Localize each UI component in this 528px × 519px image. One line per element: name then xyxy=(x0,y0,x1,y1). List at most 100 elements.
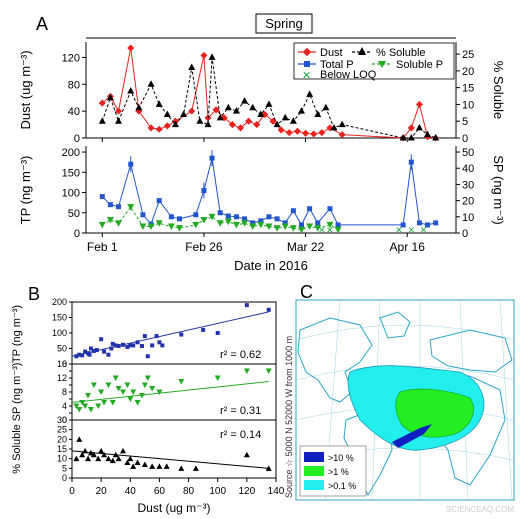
legend-loq-marker: ✕ xyxy=(302,70,311,82)
a-top-rtick-label: 0 xyxy=(462,133,468,145)
tp-point xyxy=(400,222,406,228)
b-soluble-point xyxy=(178,465,185,471)
soluble-pct-point xyxy=(330,123,338,131)
b-ytick-label: 12 xyxy=(57,373,67,383)
dust-point xyxy=(415,100,423,108)
footprint-10pct xyxy=(392,424,432,448)
sp-point xyxy=(167,223,175,231)
b-sp-point xyxy=(243,368,250,374)
soluble-pct-point xyxy=(171,120,179,128)
soluble-pct-point xyxy=(155,100,163,107)
b-ytick-label: 10 xyxy=(57,454,67,464)
dust-point xyxy=(407,124,415,132)
soluble-pct-point xyxy=(241,97,249,104)
sp-point xyxy=(200,217,208,224)
b-ytick-label: 0 xyxy=(62,415,67,425)
dust-point xyxy=(163,122,171,130)
b-ytick-label: 50 xyxy=(57,344,67,354)
tp-point xyxy=(217,210,223,216)
b-sp-point xyxy=(87,407,94,413)
dust-point xyxy=(245,117,253,125)
soluble-pct-point xyxy=(265,100,273,107)
soluble-pct-point xyxy=(297,107,305,114)
legend-dust-marker xyxy=(302,47,312,57)
b-sp-point xyxy=(134,400,141,406)
sp-point xyxy=(334,226,342,234)
b-xtick-label: 20 xyxy=(96,486,108,497)
tp-point xyxy=(266,214,272,220)
a-bot-rtick-label: 30 xyxy=(462,179,474,191)
soluble-pct-point xyxy=(314,110,322,117)
b-soluble-point xyxy=(76,436,83,442)
loq-point: ✕ xyxy=(408,225,416,235)
a-bot-rtick-label: 40 xyxy=(462,163,474,175)
tp-point xyxy=(408,159,414,165)
b-r2-3: r² = 0.14 xyxy=(220,429,261,441)
b-sp-point xyxy=(178,379,185,385)
legend-soluble-label: % Soluble xyxy=(376,47,426,59)
sp-point xyxy=(306,223,314,231)
a-xlabel: Date in 2016 xyxy=(234,258,308,273)
a-xtick-label: Feb 26 xyxy=(185,240,223,254)
b-xtick-label: 80 xyxy=(183,486,195,497)
b-ytick-label: 4 xyxy=(62,401,67,411)
legend-tp-marker xyxy=(304,61,310,67)
tp-point xyxy=(433,220,439,226)
dust-point xyxy=(127,44,135,52)
dust-point xyxy=(155,125,163,133)
b-ylabel-1: TP (ng m⁻³) xyxy=(11,305,23,363)
soluble-pct-point xyxy=(216,113,224,121)
b-tp-point xyxy=(154,334,159,339)
tp-line xyxy=(101,157,436,226)
b-tp-point xyxy=(160,343,165,348)
b-tp-point xyxy=(99,337,104,342)
footprint-1pct xyxy=(395,388,474,438)
tp-point xyxy=(315,220,321,226)
b-ytick-label: 200 xyxy=(52,297,67,307)
b-xtick-label: 120 xyxy=(239,486,256,497)
tp-point xyxy=(258,218,264,224)
b-tp-point xyxy=(215,331,220,335)
soluble-pct-point xyxy=(135,103,143,111)
a-top-ltick-label: 120 xyxy=(62,52,80,64)
a-bot-right-ticks: 0 10 20 30 40 50 xyxy=(456,147,474,240)
tp-point xyxy=(425,222,431,228)
b-ytick-label: 8 xyxy=(62,387,67,397)
europe-outline xyxy=(429,329,513,373)
b-tp-point xyxy=(106,352,111,357)
tp-point xyxy=(298,222,304,228)
b-ytick-label: 25 xyxy=(57,425,67,435)
tp-point xyxy=(168,214,174,220)
b-sp-point xyxy=(265,368,272,374)
sp-point xyxy=(176,225,184,232)
sp-point xyxy=(265,223,273,231)
a-xtick-label: Apr 16 xyxy=(390,240,426,254)
b-sp-point xyxy=(127,396,134,402)
b-soluble-point xyxy=(141,461,148,467)
dust-point xyxy=(310,130,318,138)
tp-point xyxy=(307,206,313,212)
a-top-rtick-label: 20 xyxy=(462,66,474,78)
a-top-ylabel-left: Dust (ug m⁻³) xyxy=(18,50,33,129)
panel-label-b: B xyxy=(28,284,40,304)
soluble-pct-point xyxy=(127,87,135,94)
dust-point xyxy=(253,121,261,129)
map-legend-swatch-1 xyxy=(304,466,324,476)
b-soluble-point xyxy=(101,451,108,458)
sp-point xyxy=(115,220,123,227)
tp-point xyxy=(201,188,207,193)
b-soluble-point xyxy=(95,455,102,462)
sp-point xyxy=(139,223,147,231)
b-soluble-point xyxy=(243,451,250,458)
soluble-pct-point xyxy=(147,80,155,87)
dust-point xyxy=(147,124,155,132)
tp-point xyxy=(156,198,162,204)
b-tp-point xyxy=(80,353,85,358)
panel-label-a: A xyxy=(36,14,48,34)
legend-tp-label: Total P xyxy=(320,59,354,71)
loq-point: ✕ xyxy=(318,225,326,235)
tp-point xyxy=(242,216,248,222)
b-fit-line xyxy=(71,311,269,357)
tp-point xyxy=(250,220,256,226)
